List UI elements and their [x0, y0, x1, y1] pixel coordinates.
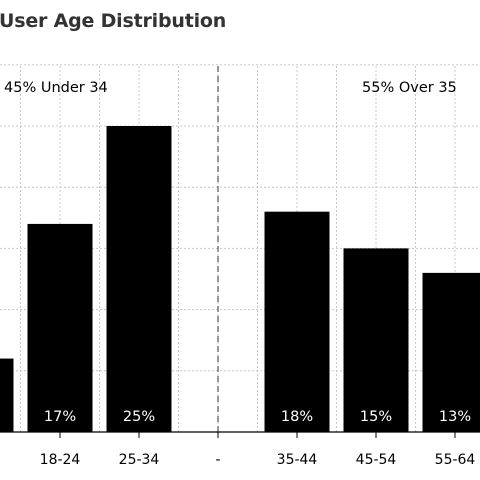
bar [422, 272, 480, 432]
bar [264, 211, 330, 432]
bar [343, 248, 409, 432]
annotation-under-34: 45% Under 34 [4, 80, 108, 96]
tick-label: 35-44 [277, 452, 318, 468]
data-labels: 17% 25% 18% 15% 13% [44, 409, 471, 425]
bars [0, 126, 480, 432]
data-label: 18% [281, 409, 313, 425]
tick-label: 18-24 [40, 452, 81, 468]
data-label: 15% [360, 409, 392, 425]
data-label: 17% [44, 409, 76, 425]
tick-label: 45-54 [356, 452, 397, 468]
tick-label: 25-34 [119, 452, 160, 468]
data-label: 25% [123, 409, 155, 425]
bar [106, 126, 172, 432]
tick-label: 55-64 [435, 452, 476, 468]
tick-label: - [215, 452, 220, 468]
annotation-over-35: 55% Over 35 [362, 80, 457, 96]
bar [27, 223, 93, 432]
data-label: 13% [439, 409, 471, 425]
chart-title: User Age Distribution [0, 10, 227, 32]
bar [0, 358, 14, 432]
